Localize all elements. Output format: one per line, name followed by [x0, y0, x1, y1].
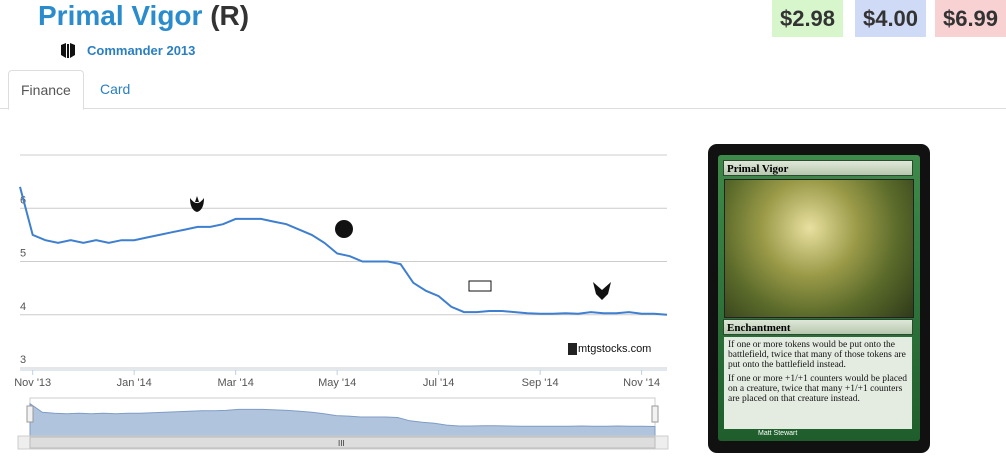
- tab-border: [0, 108, 1006, 109]
- price-line: [19, 186, 668, 316]
- rarity: (R): [210, 0, 250, 31]
- event-icon: [593, 282, 611, 300]
- navigator-handle[interactable]: [26, 405, 34, 423]
- set-link[interactable]: Commander 2013: [87, 43, 196, 58]
- event-icon: [335, 220, 353, 238]
- event-icon: [468, 280, 492, 292]
- watermark: mtgstocks.com: [578, 343, 651, 355]
- card-frame: Primal Vigor Enchantment If one or more …: [718, 155, 920, 441]
- price-high: $6.99: [935, 0, 1006, 37]
- watermark-logo: [568, 343, 577, 355]
- card-name: Primal Vigor: [38, 0, 203, 31]
- rules-text: If one or more +1/+1 counters would be p…: [728, 374, 908, 404]
- x-tick-label: Nov '14: [623, 377, 660, 389]
- y-tick-label: 5: [20, 248, 26, 260]
- x-tick-label: Jan '14: [117, 377, 152, 389]
- rules-text: If one or more tokens would be put onto …: [728, 340, 906, 370]
- set-icon: [61, 43, 75, 58]
- scrollbar-thumb[interactable]: [29, 436, 656, 449]
- card-artist: Matt Stewart: [758, 430, 798, 437]
- x-tick-label: Sep '14: [522, 377, 559, 389]
- tab-finance[interactable]: Finance: [8, 70, 84, 110]
- navigator-area: [29, 402, 656, 437]
- scrollbar-grip: III: [338, 439, 345, 448]
- x-tick-label: Mar '14: [217, 377, 253, 389]
- tab-card[interactable]: Card: [100, 81, 131, 97]
- price-low: $2.98: [772, 0, 843, 37]
- x-tick-label: Jul '14: [423, 377, 454, 389]
- x-tick-label: Nov '13: [14, 377, 51, 389]
- card-text: If one or more tokens would be put onto …: [724, 337, 912, 429]
- event-icons: [190, 196, 611, 300]
- price-mid: $4.00: [855, 0, 926, 37]
- event-icon: [190, 196, 204, 212]
- card-name-bar: Primal Vigor: [723, 160, 913, 176]
- card-title: Primal Vigor (R): [38, 0, 249, 32]
- card-type: Enchantment: [723, 319, 913, 335]
- card-image: Primal Vigor Enchantment If one or more …: [708, 144, 930, 453]
- card-art: [724, 179, 914, 318]
- y-tick-label: 4: [20, 301, 26, 313]
- navigator-handle[interactable]: [651, 405, 659, 423]
- x-tick-label: May '14: [318, 377, 356, 389]
- y-tick-label: 3: [20, 354, 26, 366]
